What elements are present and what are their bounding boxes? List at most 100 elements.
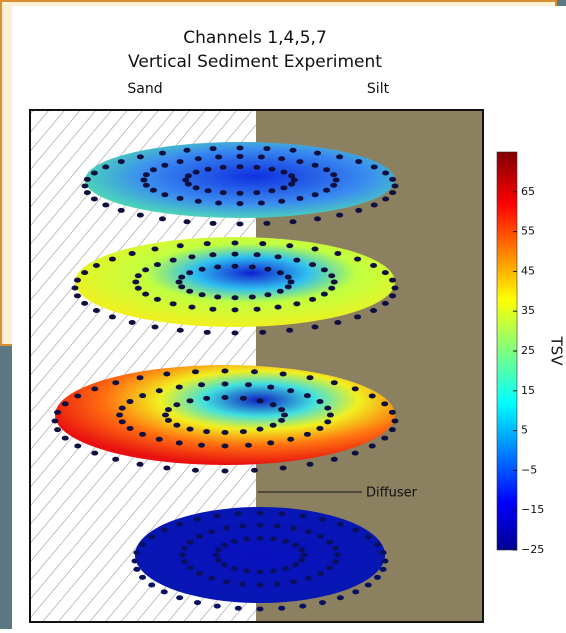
sensor-dot bbox=[192, 468, 199, 473]
sensor-dot bbox=[135, 273, 142, 278]
sensor-dot bbox=[330, 172, 337, 177]
sensor-dot bbox=[278, 606, 285, 611]
sensor-dot bbox=[270, 568, 277, 573]
sensor-dot bbox=[285, 275, 292, 280]
sensor-dot bbox=[290, 219, 297, 224]
sensor-dot bbox=[232, 295, 239, 300]
sensor-dot bbox=[237, 146, 244, 151]
sensor-dot bbox=[337, 595, 344, 600]
sensor-dot bbox=[81, 270, 88, 275]
sensor-dot bbox=[232, 252, 239, 257]
sensor-dot bbox=[280, 170, 287, 175]
sensor-dot bbox=[370, 308, 377, 313]
sensor-dot bbox=[235, 511, 242, 516]
sensor-dot bbox=[132, 280, 139, 285]
sensor-dot bbox=[237, 222, 244, 227]
sensor-dot bbox=[179, 553, 186, 558]
sensor-dot bbox=[54, 427, 61, 432]
sensor-dot bbox=[280, 185, 287, 190]
sensor-dot bbox=[288, 280, 295, 285]
sensor-dot bbox=[278, 511, 285, 516]
sensor-dot bbox=[274, 582, 281, 587]
sensor-dot bbox=[270, 423, 277, 428]
sensor-dot bbox=[137, 462, 144, 467]
sensor-dot bbox=[287, 388, 294, 393]
sensor-dot bbox=[156, 388, 163, 393]
sensor-dot bbox=[243, 568, 250, 573]
sensor-dot bbox=[198, 443, 205, 448]
sensor-dot bbox=[81, 301, 88, 306]
sensor-dot bbox=[93, 263, 100, 268]
sensor-dot bbox=[259, 241, 266, 246]
sensor-dot bbox=[222, 369, 229, 374]
sensor-dot bbox=[193, 185, 200, 190]
sensor-dot bbox=[109, 257, 116, 262]
sensor-dot bbox=[317, 534, 324, 539]
sensor-dot bbox=[263, 146, 270, 151]
sensor-dot bbox=[237, 154, 244, 159]
sensor-dot bbox=[371, 165, 378, 170]
sensor-dot bbox=[305, 529, 312, 534]
sensor-dot bbox=[256, 427, 263, 432]
sensor-dot bbox=[231, 566, 238, 571]
sensor-dot bbox=[183, 219, 190, 224]
sensor-dot bbox=[215, 155, 222, 160]
sensor-dot bbox=[133, 567, 140, 572]
sensor-dot bbox=[330, 183, 337, 188]
sensor-dot bbox=[263, 221, 270, 226]
sensor-dot bbox=[275, 254, 282, 259]
sensor-dot bbox=[312, 163, 319, 168]
sensor-dot bbox=[112, 380, 119, 385]
sensor-dot bbox=[222, 430, 229, 435]
sensor-dot bbox=[188, 305, 195, 310]
sensor-dot bbox=[109, 314, 116, 319]
sensor-dot bbox=[186, 270, 193, 275]
sensor-dot bbox=[176, 440, 183, 445]
sensor-dot bbox=[319, 600, 326, 605]
sensor-dot bbox=[150, 167, 157, 172]
sensor-dot bbox=[154, 262, 161, 267]
colorbar-tick-label: 45 bbox=[521, 264, 535, 277]
sensor-dot bbox=[278, 407, 285, 412]
sensor-dot bbox=[245, 382, 252, 387]
sensor-dot bbox=[243, 537, 250, 542]
sensor-dot bbox=[119, 419, 126, 424]
figure: Channels 1,4,5,7 Vertical Sediment Exper… bbox=[0, 0, 566, 629]
sensor-dot bbox=[392, 419, 399, 424]
colorbar-label: TSV bbox=[548, 336, 566, 367]
sensor-dot bbox=[187, 565, 194, 570]
sensor-dot bbox=[62, 401, 69, 406]
sensor-dot bbox=[268, 167, 275, 172]
sensor-dot bbox=[165, 407, 172, 412]
sensor-dot bbox=[264, 267, 271, 272]
sensor-dot bbox=[173, 423, 180, 428]
sensor-dot bbox=[84, 177, 91, 182]
sensor-dot bbox=[365, 583, 372, 588]
sensor-dot bbox=[118, 159, 125, 164]
sensor-dot bbox=[288, 173, 295, 178]
sensor-dot bbox=[336, 154, 343, 159]
sensor-dot bbox=[336, 213, 343, 218]
sensor-dot bbox=[293, 258, 300, 263]
sensor-dot bbox=[186, 289, 193, 294]
sensor-dot bbox=[256, 398, 263, 403]
sensor-dot bbox=[152, 324, 159, 329]
sensor-dot bbox=[187, 427, 194, 432]
sensor-dot bbox=[173, 402, 180, 407]
sensor-dot bbox=[148, 535, 155, 540]
sensor-dot bbox=[293, 301, 300, 306]
sensor-dot bbox=[321, 292, 328, 297]
sensor-dot bbox=[354, 314, 361, 319]
sensor-dot bbox=[316, 426, 323, 431]
sensor-dot bbox=[176, 522, 183, 527]
page: Channels 1,4,5,7 Vertical Sediment Exper… bbox=[0, 0, 566, 629]
sensor-dot bbox=[132, 559, 139, 564]
sensor-dot bbox=[280, 465, 287, 470]
sensor-dot bbox=[270, 402, 277, 407]
sensor-dot bbox=[389, 427, 396, 432]
sensor-dot bbox=[331, 380, 338, 385]
sensor-dot bbox=[355, 208, 362, 213]
sensor-dot bbox=[296, 159, 303, 164]
sensor-dot bbox=[198, 382, 205, 387]
sensor-dot bbox=[304, 432, 311, 437]
